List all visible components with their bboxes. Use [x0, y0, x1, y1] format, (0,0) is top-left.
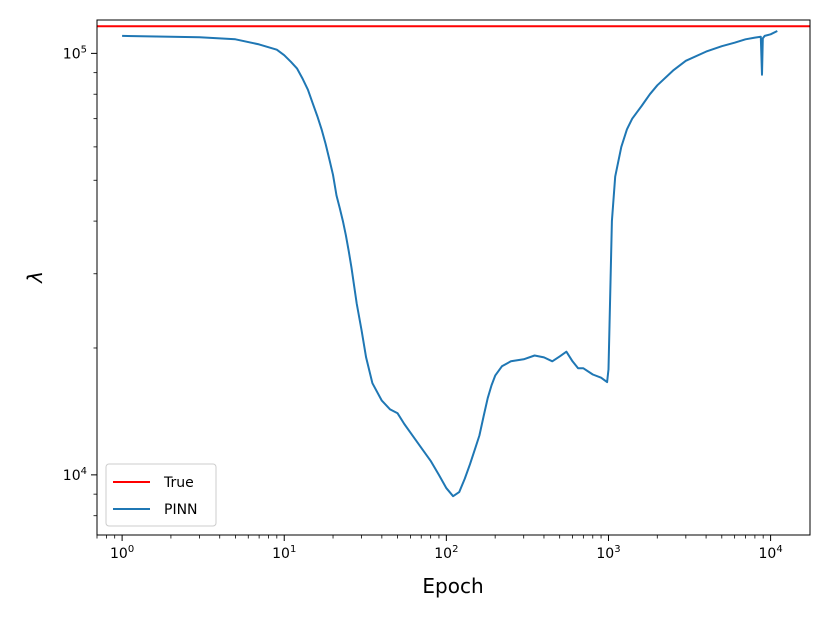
x-tick-label: 101: [272, 544, 296, 562]
plot-background: [97, 20, 810, 535]
x-axis: 100 101 102 103 104: [96, 535, 783, 562]
x-axis-label: Epoch: [422, 574, 483, 598]
plot-frame: [96, 19, 811, 536]
series-layer: [97, 25, 810, 498]
y-tick-label: 105: [63, 44, 87, 62]
legend: True PINN: [105, 463, 217, 527]
x-tick-label: 103: [596, 544, 620, 562]
legend-label-true: True: [163, 475, 194, 491]
x-tick-label: 100: [110, 544, 134, 562]
y-axis: 104 105: [63, 44, 97, 517]
y-axis-label: λ: [23, 271, 47, 284]
x-tick-label: 104: [758, 544, 782, 562]
legend-label-pinn: PINN: [164, 502, 198, 518]
series-line-pinn: [122, 30, 778, 498]
plot-area: [97, 20, 810, 535]
x-tick-label: 102: [434, 544, 458, 562]
y-tick-label: 104: [63, 466, 87, 484]
legend-frame: [105, 463, 217, 527]
